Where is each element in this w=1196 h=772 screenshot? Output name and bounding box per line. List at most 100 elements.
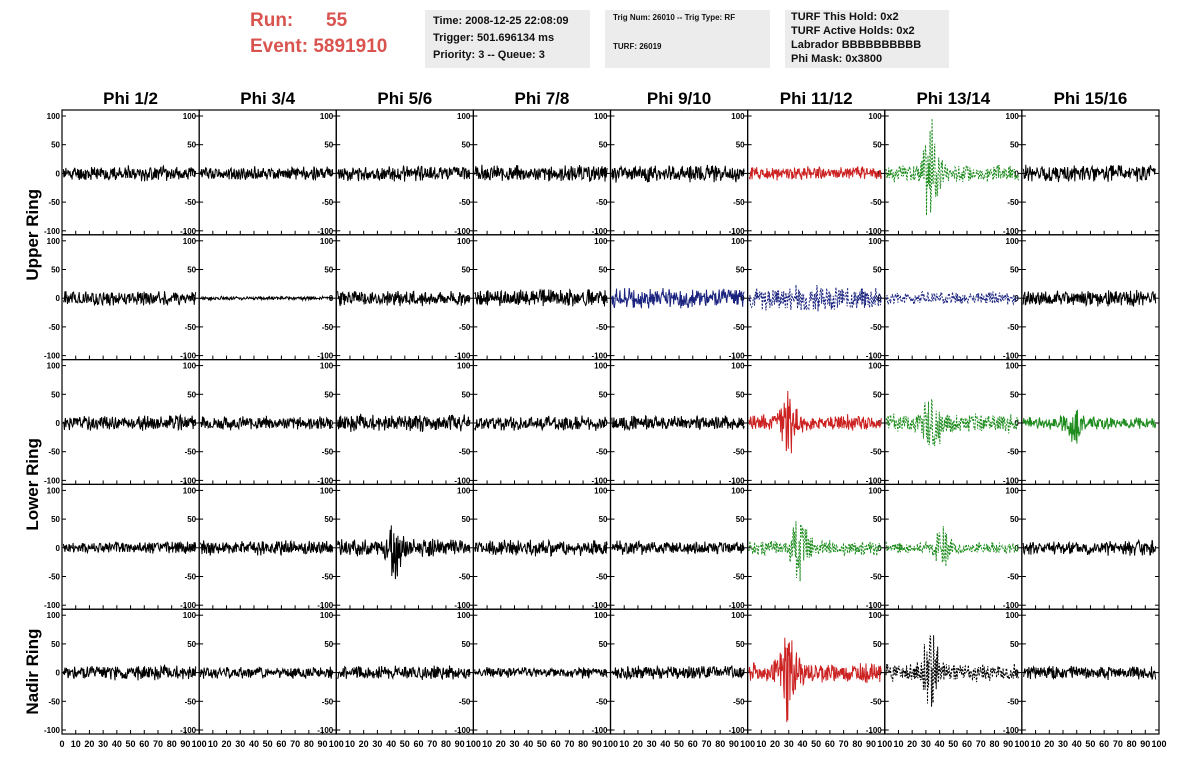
x-tick-label: 80: [1127, 739, 1137, 749]
y-tick-label: -100: [44, 476, 61, 485]
x-tick-label: 70: [153, 739, 163, 749]
y-tick-label: -100: [317, 352, 334, 361]
waveform-line: [474, 164, 608, 182]
event-header: Run: 55 Event: 5891910 Time: 2008-12-25 2…: [0, 0, 1196, 80]
y-tick-label: 100: [183, 112, 197, 121]
run-event-box: Run: 55 Event: 5891910: [250, 8, 387, 60]
y-tick-label: 50: [599, 515, 608, 524]
y-tick-label: 100: [47, 611, 61, 620]
x-tick-label: 20: [359, 739, 369, 749]
waveform-line: [200, 166, 334, 182]
y-tick-label: 100: [594, 237, 608, 246]
waveform-line: [474, 288, 608, 307]
y-tick-label: -100: [866, 726, 883, 735]
x-tick-label: 20: [84, 739, 94, 749]
x-tick-label: 60: [276, 739, 286, 749]
waveform-line: [474, 538, 608, 558]
y-tick-label: -100: [591, 476, 608, 485]
panel-frame: [472, 359, 612, 486]
waveform-line: [200, 294, 334, 302]
y-tick-label: -50: [1007, 323, 1019, 332]
y-tick-label: 50: [873, 390, 882, 399]
waveform-line: [748, 165, 882, 181]
column-title: Phi 11/12: [780, 89, 853, 108]
x-tick-label: 50: [537, 739, 547, 749]
y-tick-label: 100: [1006, 486, 1020, 495]
x-tick-label: 80: [304, 739, 314, 749]
y-tick-label: -50: [322, 697, 334, 706]
y-tick-label: -100: [729, 601, 746, 610]
y-tick-label: -100: [317, 476, 334, 485]
waveform-panel: 10 20 30 40 50 60 70 80 90 100: [1021, 608, 1167, 749]
y-tick-label: -100: [729, 227, 746, 236]
x-tick-label: 50: [811, 739, 821, 749]
y-tick-label: 50: [1010, 515, 1019, 524]
y-tick-label: -100: [454, 352, 471, 361]
y-tick-label: -100: [454, 227, 471, 236]
waveform-line: [611, 664, 745, 681]
y-tick-label: -50: [322, 573, 334, 582]
turf-hold-line: TURF This Hold: 0x2: [791, 11, 899, 23]
y-tick-label: -100: [317, 726, 334, 735]
y-tick-label: 50: [51, 266, 60, 275]
x-tick-label: 70: [839, 739, 849, 749]
x-tick-label: 20: [222, 739, 232, 749]
x-tick-label: 100: [466, 739, 481, 749]
y-tick-label: 100: [594, 112, 608, 121]
x-tick-label: 30: [510, 739, 520, 749]
waveform-line: [62, 413, 197, 432]
y-tick-label: -100: [729, 726, 746, 735]
event-value: 5891910: [313, 36, 388, 57]
y-tick-label: 50: [599, 266, 608, 275]
y-tick-label: 50: [1010, 141, 1019, 150]
waveform-line: [748, 284, 882, 312]
x-tick-label: 80: [167, 739, 177, 749]
run-value: 55: [326, 10, 348, 31]
x-tick-label: 100: [603, 739, 618, 749]
column-title: Phi 15/16: [1054, 89, 1128, 108]
x-tick-label: 80: [989, 739, 999, 749]
y-tick-label: 100: [457, 611, 471, 620]
waveform-line: [1022, 164, 1156, 183]
x-tick-label: 50: [263, 739, 273, 749]
y-tick-label: 100: [320, 611, 334, 620]
x-tick-label: 70: [701, 739, 711, 749]
y-tick-label: 100: [1006, 237, 1020, 246]
y-tick-label: 50: [187, 640, 196, 649]
y-tick-label: 100: [320, 486, 334, 495]
y-tick-label: 100: [320, 362, 334, 371]
y-tick-label: -50: [459, 448, 471, 457]
waveform-line: [885, 290, 1019, 306]
x-tick-label: 60: [551, 739, 561, 749]
y-tick-label: 0: [56, 544, 61, 553]
y-tick-label: 100: [47, 486, 61, 495]
y-tick-label: -100: [44, 601, 61, 610]
y-tick-label: 100: [1006, 611, 1020, 620]
y-tick-label: -100: [44, 227, 61, 236]
y-tick-label: -50: [459, 697, 471, 706]
panel-frame: [335, 483, 474, 610]
waveform-line: [611, 414, 745, 432]
x-tick-label: 50: [400, 739, 410, 749]
x-tick-label: 40: [1072, 739, 1082, 749]
waveform-line: [337, 525, 471, 580]
y-tick-label: -50: [596, 573, 608, 582]
x-tick-label: 90: [455, 739, 465, 749]
ring-title: Lower Ring: [23, 438, 42, 531]
y-tick-label: 100: [183, 486, 197, 495]
x-tick-label: 50: [674, 739, 684, 749]
y-tick-label: -50: [596, 323, 608, 332]
y-tick-label: 0: [56, 419, 61, 428]
y-tick-label: 0: [1014, 169, 1019, 178]
y-tick-label: -50: [733, 448, 745, 457]
y-tick-label: -50: [733, 697, 745, 706]
x-tick-label: 60: [825, 739, 835, 749]
x-tick-label: 40: [797, 739, 807, 749]
